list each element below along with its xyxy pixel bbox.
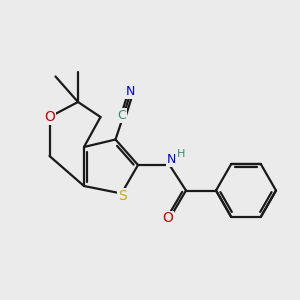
Text: N: N: [166, 153, 176, 166]
Text: H: H: [177, 149, 186, 160]
Text: O: O: [162, 212, 173, 225]
Text: N: N: [126, 85, 135, 98]
Text: O: O: [44, 110, 55, 124]
Text: C: C: [117, 109, 126, 122]
Text: S: S: [118, 189, 127, 203]
